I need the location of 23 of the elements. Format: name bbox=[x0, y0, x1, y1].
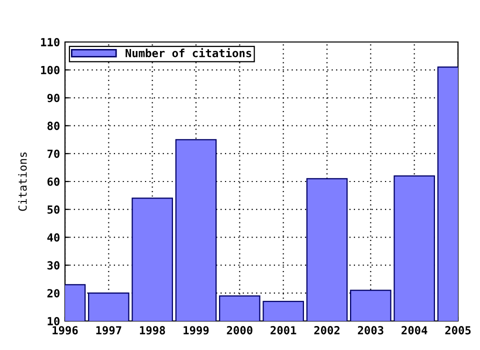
x-tick-label: 2001 bbox=[270, 326, 296, 334]
y-tick-label: 20 bbox=[47, 289, 60, 298]
x-tick-label: 2004 bbox=[402, 326, 428, 334]
x-tick-label: 1998 bbox=[140, 326, 166, 335]
x-tick-label: 2000 bbox=[226, 326, 252, 334]
y-tick-label: 90 bbox=[47, 94, 60, 102]
y-tick-label: 50 bbox=[48, 205, 60, 214]
x-tick-label: 1999 bbox=[184, 326, 209, 335]
y-tick-label: 10 bbox=[48, 316, 60, 326]
x-tick-label: 2002 bbox=[314, 326, 340, 334]
y-tick-label: 110 bbox=[41, 38, 60, 46]
x-tick-label: 1996 bbox=[52, 326, 78, 335]
x-tick-label: 2003 bbox=[358, 326, 384, 334]
y-tick-label: 70 bbox=[47, 150, 60, 158]
y-tick-label: 30 bbox=[47, 261, 60, 270]
y-axis-title: Citations bbox=[18, 152, 27, 211]
x-tick-label: 2005 bbox=[445, 326, 471, 334]
y-tick-label: 100 bbox=[41, 66, 60, 74]
y-tick-label: 40 bbox=[47, 233, 60, 242]
y-tick-label: 60 bbox=[47, 177, 60, 186]
legend-label: Number of citations bbox=[126, 48, 252, 58]
y-tick-label: 80 bbox=[47, 122, 60, 130]
x-tick-label: 1997 bbox=[96, 326, 122, 335]
